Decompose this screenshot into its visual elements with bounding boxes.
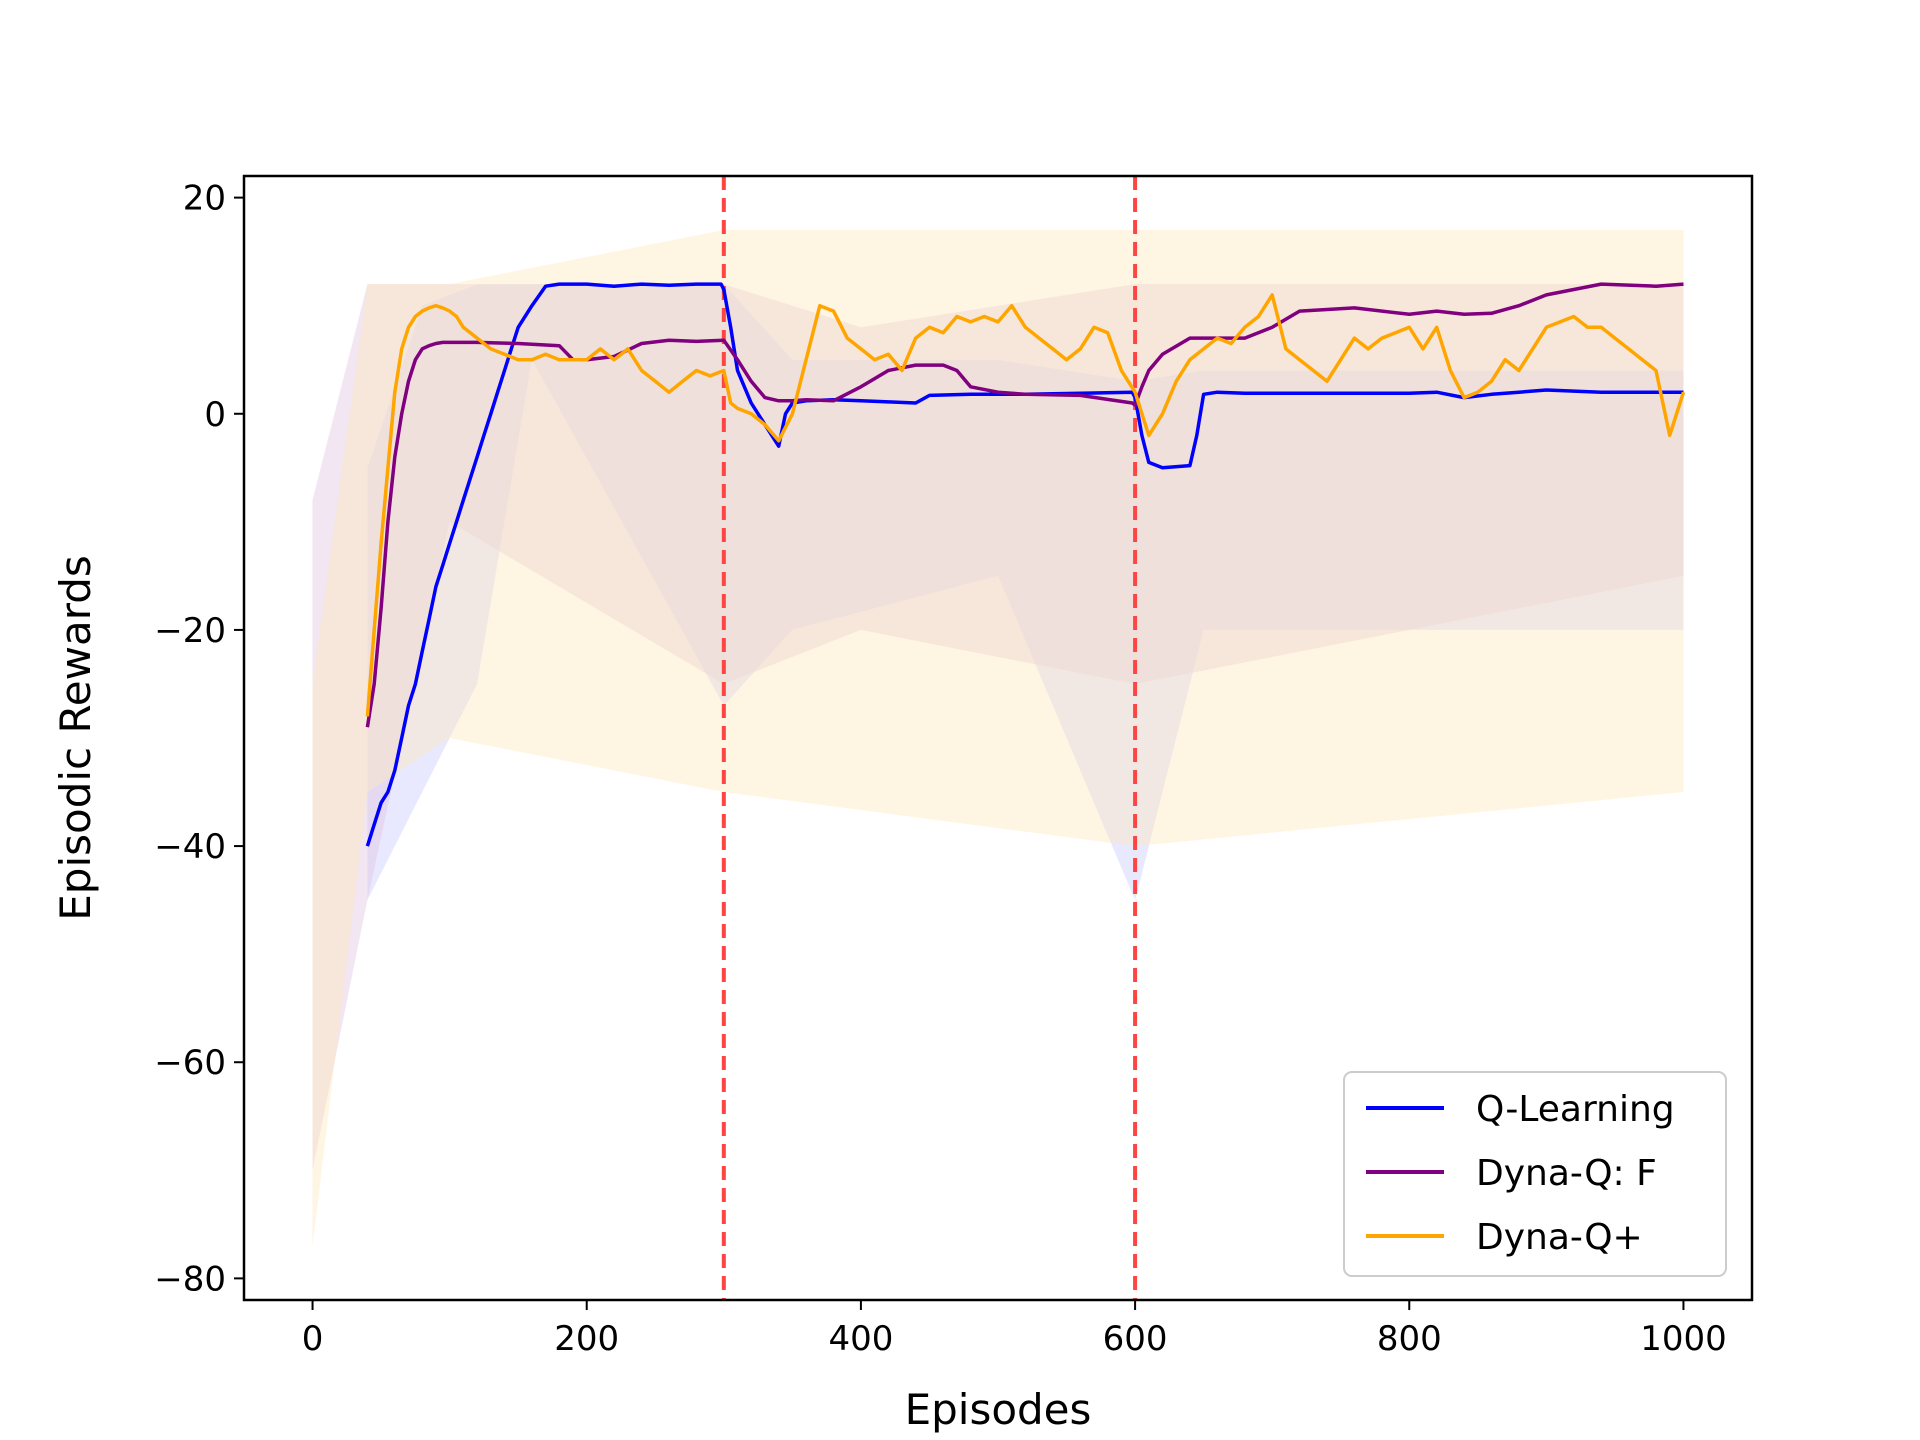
raw-reward-bands — [312, 230, 1684, 1246]
legend-label: Dyna-Q: F — [1476, 1153, 1657, 1194]
x-axis-ticks: 0 200 400 600 800 1000 — [302, 1300, 1727, 1359]
x-tick-label: 600 — [1103, 1319, 1168, 1359]
series-lines — [365, 282, 1686, 847]
y-tick-label: −40 — [154, 827, 226, 867]
x-tick-label: 800 — [1377, 1319, 1442, 1359]
y-tick-label: −60 — [154, 1043, 226, 1083]
x-axis-label: Episodes — [905, 1385, 1092, 1434]
y-tick-label: 0 — [204, 395, 226, 435]
y-axis-label: Episodic Rewards — [51, 555, 100, 921]
y-tick-label: 20 — [183, 179, 226, 219]
x-tick-label: 400 — [828, 1319, 893, 1359]
series-line-1 — [365, 282, 1684, 728]
legend-label: Dyna-Q+ — [1476, 1217, 1643, 1258]
phase-change-markers — [721, 176, 1138, 1300]
raw-band-1 — [312, 284, 1684, 1171]
x-tick-label: 200 — [554, 1319, 619, 1359]
x-tick-label: 1000 — [1640, 1319, 1727, 1359]
y-tick-label: −80 — [154, 1259, 226, 1299]
legend-box — [1343, 1071, 1727, 1277]
y-tick-label: −20 — [154, 611, 226, 651]
y-axis-ticks: −80 −60 −40 −20 0 20 — [154, 179, 244, 1299]
legend: Q-Learning Dyna-Q: F Dyna-Q+ — [1343, 1071, 1727, 1277]
legend-label: Q-Learning — [1476, 1089, 1675, 1130]
raw-band-2 — [312, 230, 1684, 1246]
series-line-2 — [365, 293, 1686, 717]
plot-frame — [242, 174, 1754, 1302]
x-tick-label: 0 — [302, 1319, 324, 1359]
raw-band-0 — [367, 284, 1684, 901]
series-line-0 — [365, 282, 1684, 847]
